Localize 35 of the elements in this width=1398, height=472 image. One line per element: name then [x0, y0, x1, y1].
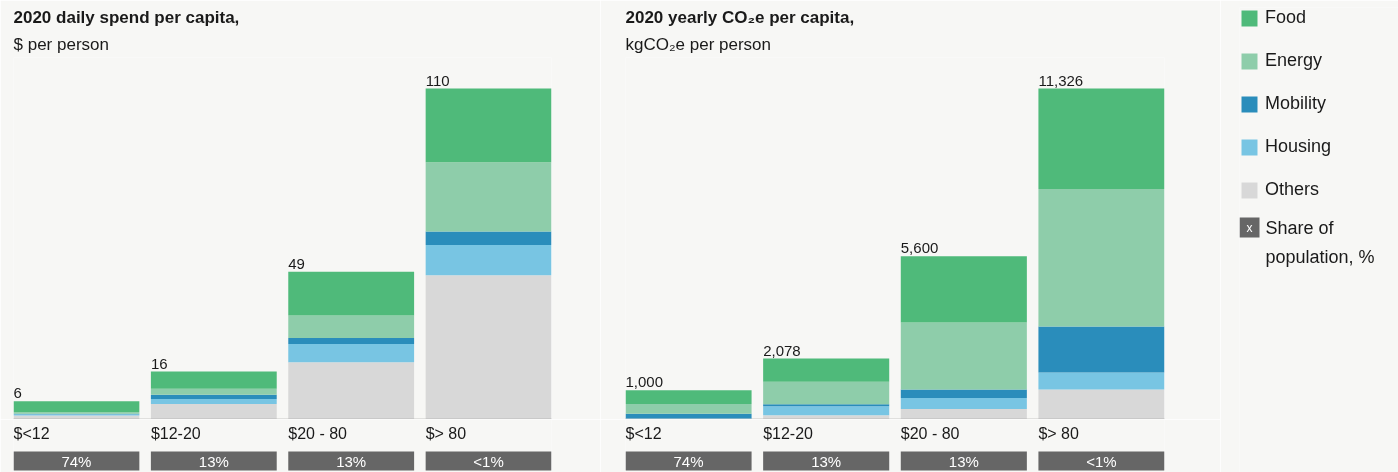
legend-label: Mobility — [1265, 93, 1327, 114]
chart-title: 2020 yearly CO₂e per capita, — [625, 8, 855, 27]
text: 13% — [198, 452, 229, 470]
text: 74% — [61, 452, 92, 470]
text: 74% — [673, 452, 704, 470]
chart-title: 2020 daily spend per capita, — [13, 8, 240, 27]
x-tick-label: $12-20 — [150, 425, 201, 442]
x-tick-label: $<12 — [625, 425, 662, 442]
annotation: 1,000 — [625, 373, 664, 391]
x-tick-label: $20 - 80 — [288, 425, 348, 442]
legend-label: Housing — [1265, 136, 1332, 157]
text: <1% — [473, 452, 504, 470]
x-tick-label: $> 80 — [425, 425, 467, 442]
legend-label: Energy — [1265, 50, 1323, 71]
annotation: 5,600 — [900, 239, 939, 257]
annotation: 2,078 — [763, 341, 801, 359]
text: 13% — [948, 452, 979, 470]
x-tick-label: $> 80 — [1038, 425, 1080, 442]
annotation: 6 — [13, 384, 22, 402]
annotation: 110 — [425, 71, 450, 89]
x-tick-label: $12-20 — [763, 425, 814, 442]
chart-subtitle: $ per person — [13, 35, 109, 54]
legend-label: Food — [1265, 7, 1307, 28]
legend-label: Others — [1265, 179, 1320, 200]
text: 13% — [811, 452, 842, 470]
text: x — [1246, 220, 1253, 235]
annotation: 16 — [150, 354, 168, 372]
x-tick-label: $<12 — [13, 425, 50, 442]
text: Share of population, % — [1265, 217, 1375, 267]
annotation: 11,326 — [1038, 71, 1084, 89]
x-tick-label: $20 - 80 — [900, 425, 960, 442]
chart-subtitle: kgCO₂e per person — [625, 35, 772, 54]
text: 13% — [336, 452, 367, 470]
annotation: 49 — [288, 254, 305, 272]
text: <1% — [1086, 452, 1117, 470]
